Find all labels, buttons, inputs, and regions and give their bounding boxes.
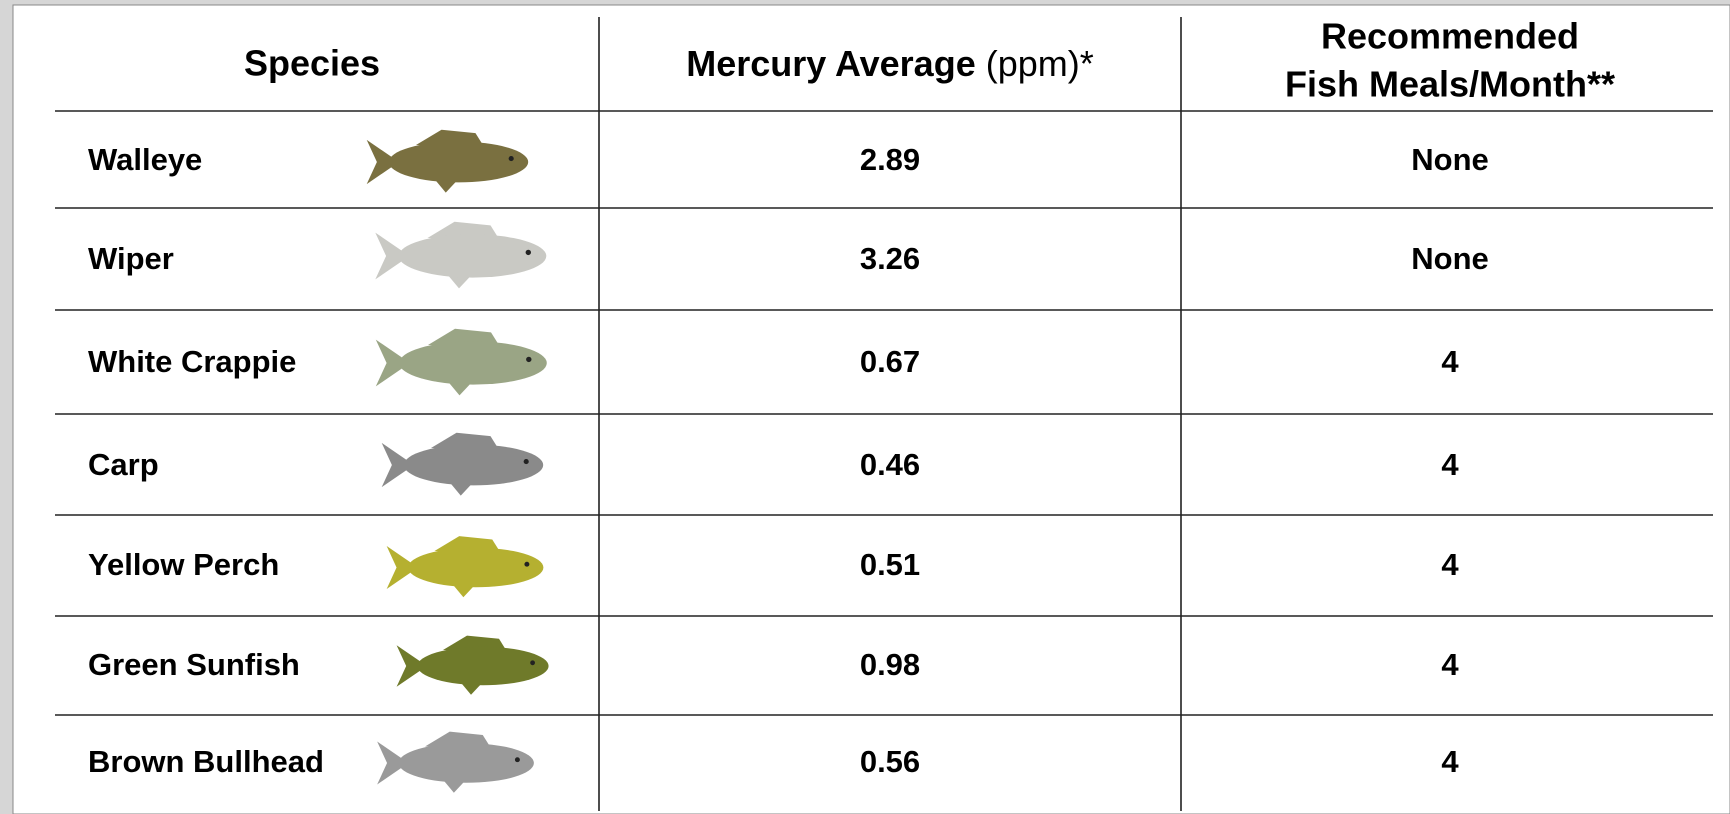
meals-value: 4 [1441, 344, 1459, 379]
mercury-value: 0.98 [860, 647, 920, 682]
species-name: Wiper [88, 241, 174, 276]
meals-value: 4 [1441, 547, 1459, 582]
species-name: Walleye [88, 142, 202, 177]
species-name: White Crappie [88, 344, 296, 379]
header-meals-line2: Fish Meals/Month** [1285, 64, 1615, 105]
header-mercury: Mercury Average (ppm)* [686, 43, 1094, 84]
header-mercury-unit: (ppm)* [986, 43, 1094, 84]
species-name: Yellow Perch [88, 547, 279, 582]
meals-value: None [1411, 142, 1489, 177]
meals-value: 4 [1441, 647, 1459, 682]
mercury-value: 0.67 [860, 344, 920, 379]
species-name: Brown Bullhead [88, 744, 324, 779]
species-name: Carp [88, 447, 159, 482]
table-panel: Species Mercury Average (ppm)* Recommende… [0, 0, 1730, 814]
header-mercury-label: Mercury Average [686, 43, 975, 84]
meals-value: 4 [1441, 447, 1459, 482]
header-species: Species [244, 43, 380, 84]
meals-value: None [1411, 241, 1489, 276]
mercury-value: 2.89 [860, 142, 920, 177]
mercury-value: 3.26 [860, 241, 920, 276]
page: Species Mercury Average (ppm)* Recommende… [0, 0, 1730, 814]
mercury-value: 0.51 [860, 547, 920, 582]
panel [13, 5, 1730, 814]
mercury-value: 0.46 [860, 447, 920, 482]
species-name: Green Sunfish [88, 647, 300, 682]
header-meals-line1: Recommended [1321, 16, 1579, 57]
meals-value: 4 [1441, 744, 1459, 779]
mercury-value: 0.56 [860, 744, 920, 779]
